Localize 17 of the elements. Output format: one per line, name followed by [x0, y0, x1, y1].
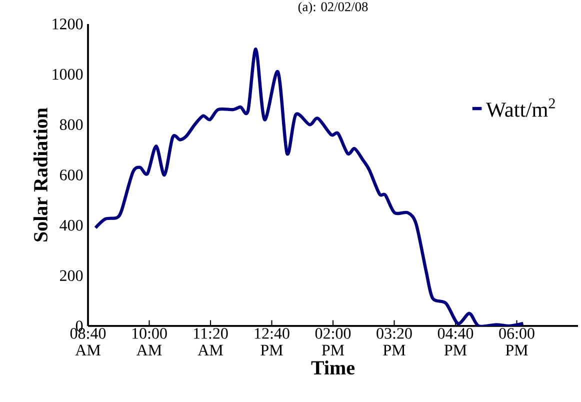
y-tick-label: 800 — [60, 119, 83, 130]
y-axis-title: Solar Radiation — [33, 108, 48, 242]
x-tick-label: 02:00 PM — [315, 328, 351, 356]
legend-label: Watt/m$^{2}$ — [486, 98, 555, 117]
y-tick-label: 1000 — [52, 68, 83, 80]
x-tick-label: 03:20 PM — [376, 328, 412, 356]
y-tick-label: 200 — [60, 270, 83, 282]
x-tick-label: 12:40 PM — [254, 328, 290, 356]
x-axis-title: Time — [311, 360, 355, 375]
x-tick-label: 10:00 AM — [132, 328, 167, 356]
y-tick-label: 400 — [60, 220, 83, 231]
x-tick-label: 06:00 PM — [499, 328, 534, 356]
y-tick-label: 1200 — [52, 18, 83, 30]
y-tick-label: 600 — [60, 170, 83, 180]
x-tick-label: 04:40 PM — [438, 328, 474, 356]
x-tick-label: 11:20 AM — [194, 328, 228, 356]
chart-title: (a): 02/02/08 — [298, 2, 368, 14]
